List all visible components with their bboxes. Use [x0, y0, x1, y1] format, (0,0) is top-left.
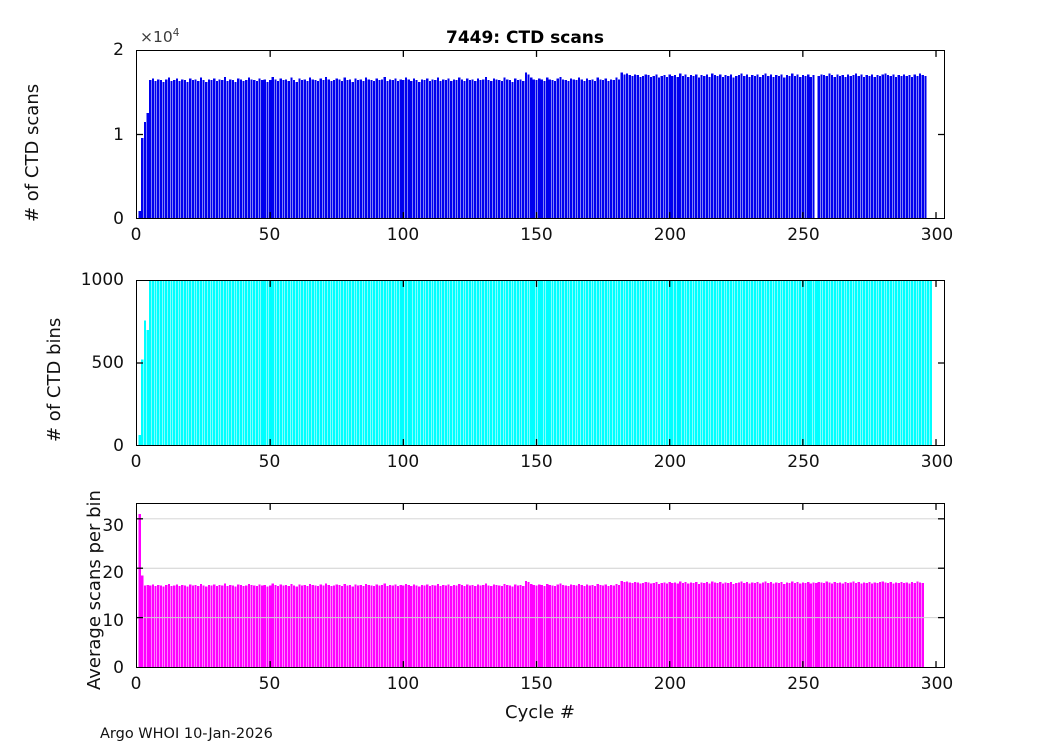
bars-avg-scans	[138, 513, 924, 667]
ytick-panel1-1: 1	[113, 124, 124, 145]
xtick-panel1-150: 150	[520, 225, 553, 245]
xtick-panel3-150: 150	[520, 674, 553, 694]
figure-title: 7449: CTD scans	[445, 28, 605, 48]
xtick-panel1-100: 100	[386, 225, 420, 245]
plot-area-ctd-scans[interactable]	[136, 50, 945, 219]
ytick-panel2-0: 0	[113, 436, 124, 456]
xtick-panel3-300: 300	[920, 674, 954, 694]
xtick-panel2-150: 150	[520, 452, 553, 472]
xtick-panel2-300: 300	[920, 452, 954, 472]
plot-area-ctd-bins[interactable]	[136, 280, 945, 446]
y-axis-label-panel2: # of CTD bins	[44, 317, 65, 442]
xtick-panel2-100: 100	[386, 452, 420, 472]
ytick-panel1-0: 0	[113, 209, 124, 229]
xtick-panel1-300: 300	[920, 225, 954, 245]
ytick-panel3-20: 20	[102, 563, 124, 583]
y-axis-exponent-panel1: ×104	[140, 27, 180, 47]
xtick-panel2-200: 200	[653, 452, 687, 472]
figure-footer-caption: Argo WHOI 10-Jan-2026	[100, 726, 273, 742]
xtick-panel2-0: 0	[130, 452, 142, 472]
xtick-panel3-50: 50	[258, 674, 281, 694]
xtick-panel1-0: 0	[130, 225, 142, 245]
bars-ctd-scans	[138, 72, 927, 218]
y-axis-label-panel1: # of CTD scans	[22, 83, 43, 222]
xtick-panel1-50: 50	[258, 225, 281, 245]
ytick-panel1-2: 2	[113, 40, 124, 60]
xtick-panel3-0: 0	[130, 674, 142, 694]
xtick-panel3-200: 200	[653, 674, 687, 694]
plot-area-avg-scans[interactable]	[136, 503, 945, 668]
xtick-panel1-250: 250	[787, 225, 820, 245]
bars-ctd-bins	[138, 281, 932, 445]
ytick-panel3-30: 30	[102, 515, 124, 536]
ytick-panel3-0: 0	[113, 658, 124, 678]
xtick-panel2-250: 250	[787, 452, 820, 472]
x-axis-label: Cycle #	[505, 702, 575, 723]
ytick-panel2-1000: 1000	[80, 270, 124, 290]
xtick-panel1-200: 200	[653, 225, 687, 245]
ytick-panel3-10: 10	[102, 610, 124, 631]
xtick-panel2-50: 50	[258, 452, 281, 472]
xtick-panel3-250: 250	[787, 674, 820, 694]
xtick-panel3-100: 100	[386, 674, 420, 694]
ytick-panel2-500: 500	[91, 353, 124, 373]
